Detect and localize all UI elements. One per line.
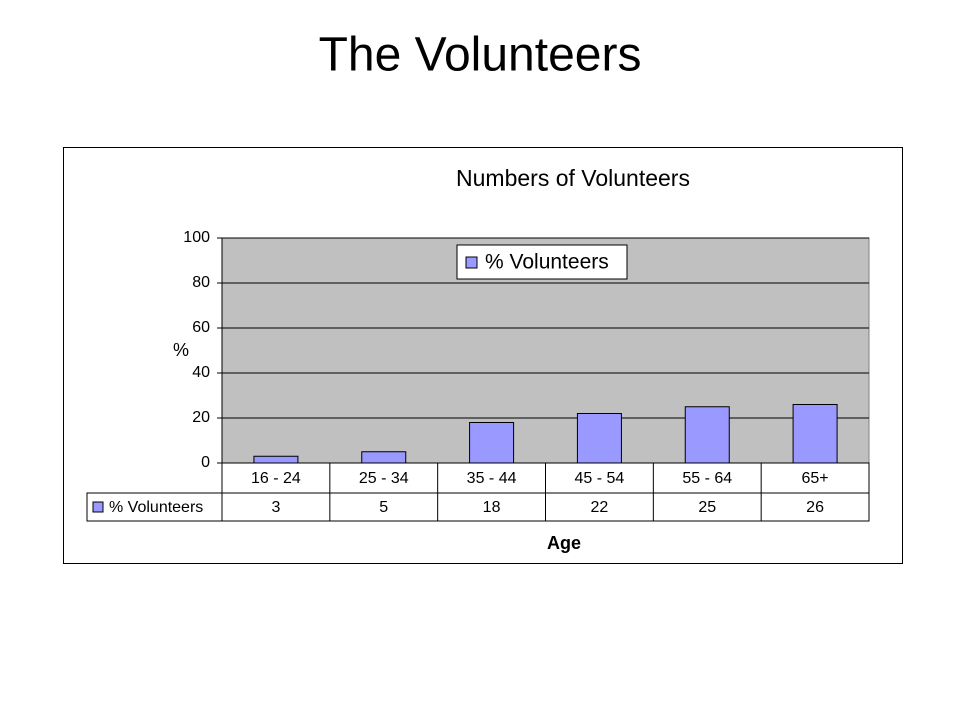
table-value: 26 — [806, 499, 824, 516]
chart-title: Numbers of Volunteers — [456, 165, 690, 191]
slide-title: The Volunteers — [319, 29, 642, 82]
table-value: 18 — [483, 499, 501, 516]
x-axis-label: Age — [547, 533, 581, 553]
table-value: 25 — [698, 499, 716, 516]
bar — [469, 422, 515, 464]
x-tick-label: 55 - 64 — [682, 470, 732, 487]
y-tick-label: 80 — [192, 274, 210, 291]
x-tick-label: 45 - 54 — [575, 470, 625, 487]
bar — [253, 455, 299, 464]
y-tick-label: 20 — [192, 409, 210, 426]
table-key-swatch — [92, 501, 104, 513]
bar — [684, 406, 730, 464]
y-tick-label: 0 — [201, 454, 210, 471]
bar — [576, 413, 622, 464]
table-key-cell — [86, 492, 223, 522]
x-tick-label: 35 - 44 — [467, 470, 517, 487]
bar — [361, 451, 407, 464]
y-tick-label: 100 — [183, 229, 210, 246]
y-tick-label: 40 — [192, 364, 210, 381]
bar — [792, 404, 838, 464]
y-tick-label: 60 — [192, 319, 210, 336]
table-key-label: % Volunteers — [109, 499, 203, 516]
legend-box — [456, 244, 628, 280]
x-tick-label: 65+ — [802, 470, 829, 487]
x-tick-label: 25 - 34 — [359, 470, 409, 487]
table-value: 5 — [379, 499, 388, 516]
x-tick-label: 16 - 24 — [251, 470, 301, 487]
table-value: 22 — [591, 499, 609, 516]
legend-swatch — [465, 256, 478, 269]
table-value: 3 — [271, 499, 280, 516]
legend-label: % Volunteers — [485, 251, 609, 274]
y-axis-label: % — [173, 340, 189, 360]
